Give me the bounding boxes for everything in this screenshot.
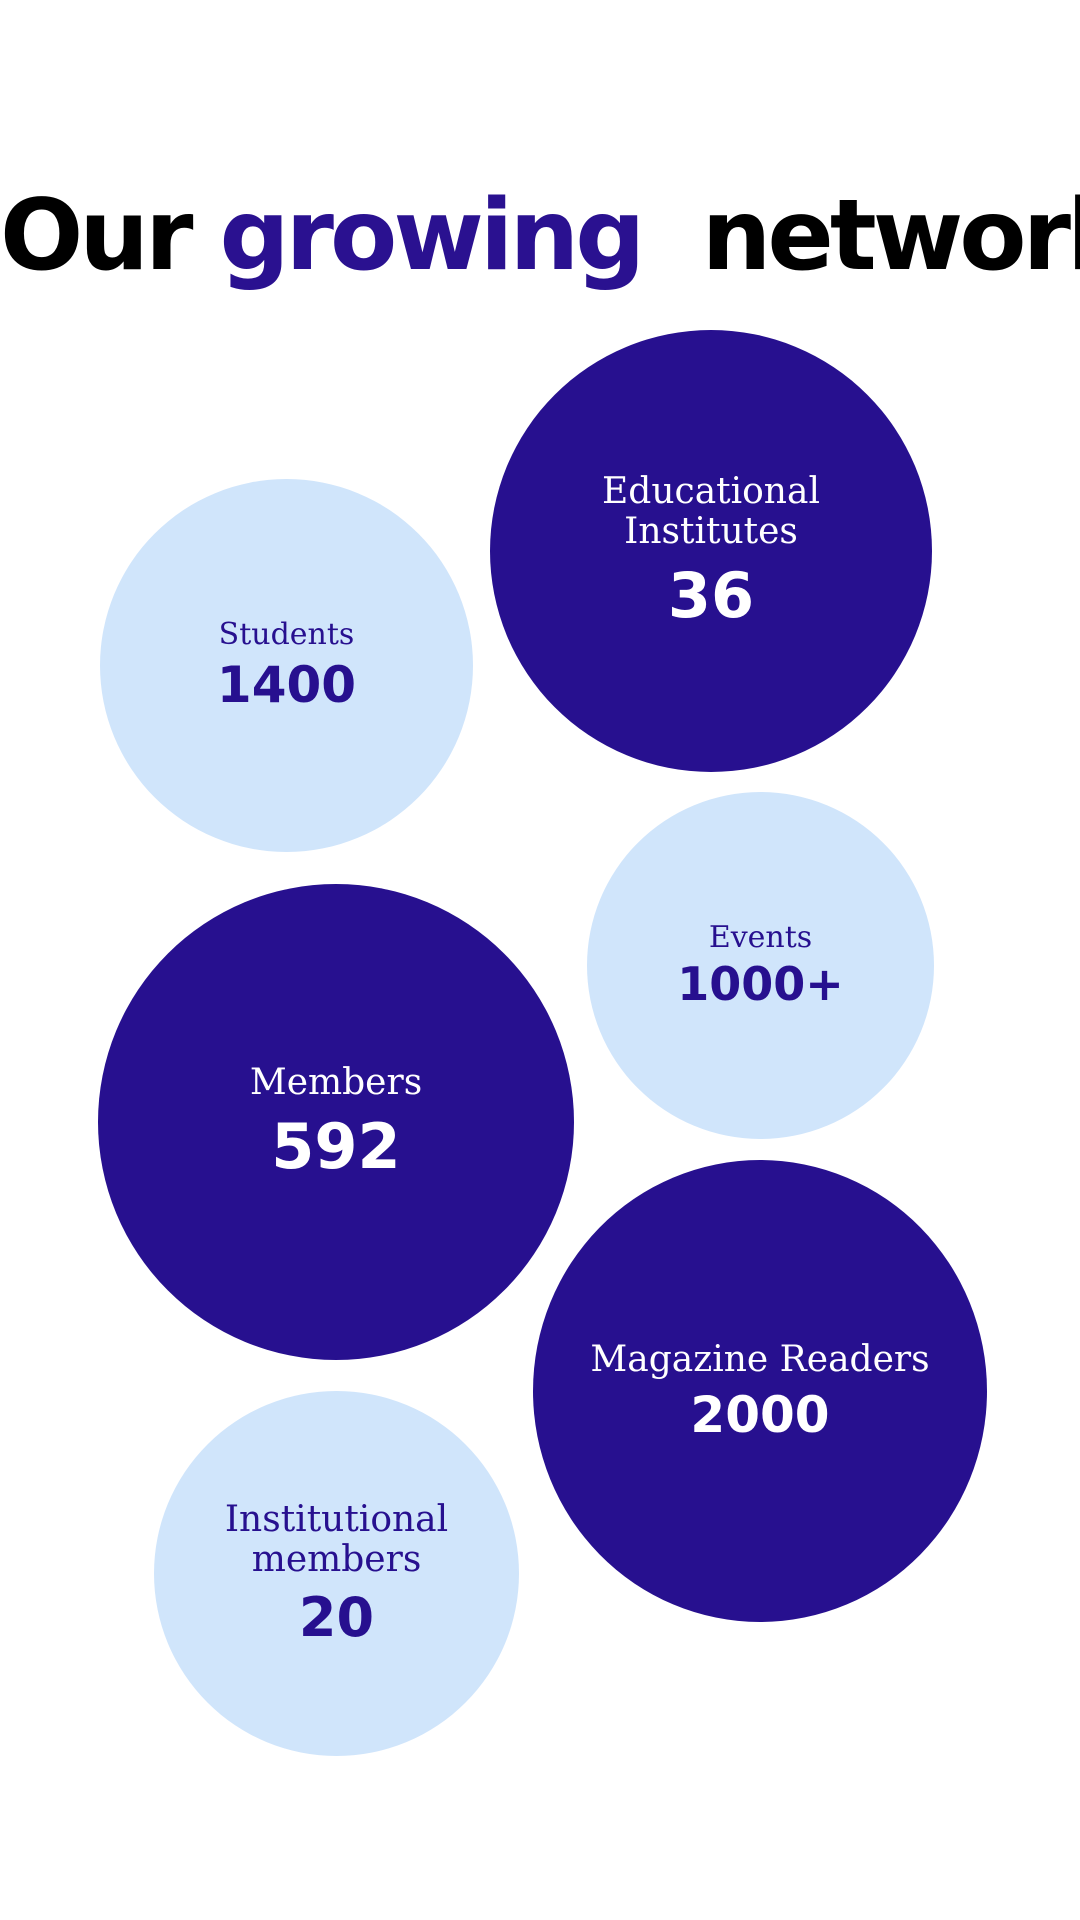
stat-bubble-members: Members 592 <box>98 884 574 1360</box>
stat-value-institutional-members: 20 <box>298 1585 375 1649</box>
stat-label-line: members <box>251 1538 422 1580</box>
stat-bubble-students: Students 1400 <box>100 479 473 852</box>
stat-value-magazine-readers: 2000 <box>690 1385 830 1444</box>
stat-label-institutional-members: Institutional members <box>224 1498 449 1580</box>
stat-label-magazine-readers: Magazine Readers <box>590 1338 930 1380</box>
stat-label-events: Events <box>708 920 813 956</box>
stat-label-members: Members <box>249 1061 423 1103</box>
stat-label-line: Institutional <box>224 1498 449 1540</box>
stat-bubble-educational-institutes: Educational Institutes 36 <box>490 330 932 772</box>
stat-value-events: 1000+ <box>677 957 844 1012</box>
stat-label-line: Educational <box>602 470 820 512</box>
title-accent-growing: growing <box>219 178 646 293</box>
stat-value-students: 1400 <box>216 656 357 714</box>
title-part-network: network <box>641 178 1080 293</box>
page-title: Our growing network <box>0 176 1080 296</box>
stat-label-line: Institutes <box>624 510 798 552</box>
stat-bubble-institutional-members: Institutional members 20 <box>154 1391 519 1756</box>
stat-label-educational-institutes: Educational Institutes <box>602 470 820 552</box>
stat-label-students: Students <box>218 617 355 652</box>
stat-bubble-magazine-readers: Magazine Readers 2000 <box>533 1160 987 1622</box>
stat-value-educational-institutes: 36 <box>667 558 755 632</box>
stat-value-members: 592 <box>271 1109 401 1183</box>
title-part-our: Our <box>0 178 220 293</box>
stat-bubble-events: Events 1000+ <box>587 792 934 1139</box>
